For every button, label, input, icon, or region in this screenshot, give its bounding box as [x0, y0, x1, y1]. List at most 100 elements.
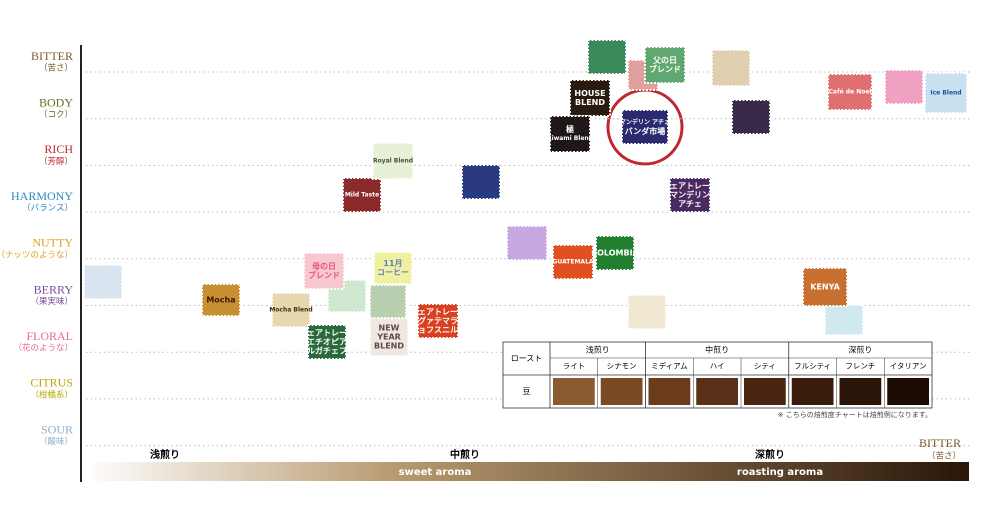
bean-photo	[553, 378, 595, 405]
stamp-text: マンデリン	[670, 190, 710, 200]
axis-label: BERRY	[34, 282, 74, 296]
roast-level: シティ	[754, 362, 776, 371]
stamp-text: KENYA	[810, 283, 840, 292]
stamp	[569, 79, 611, 117]
axis-label: SOUR	[41, 422, 73, 436]
stamp	[587, 39, 627, 75]
roast-group: 浅煎り	[586, 345, 610, 355]
axis-sublabel: （芳醇）	[39, 156, 73, 167]
stamp-text: Café de Noel	[829, 89, 872, 96]
axis-sublabel: （酸味）	[39, 436, 73, 447]
stamp	[549, 115, 591, 153]
roast-level: ライト	[563, 362, 586, 371]
roast-level: イタリアン	[890, 362, 927, 371]
stamp	[802, 267, 848, 307]
x-label: 浅煎り	[150, 448, 180, 461]
stamp-text: 母の日	[312, 262, 336, 271]
stamp-text: BLEND	[374, 342, 404, 351]
stamp-text: GUATEMALA	[552, 259, 593, 266]
stamp	[595, 235, 635, 271]
stamp	[827, 73, 873, 111]
roast-group: 深煎り	[848, 345, 872, 355]
stamp-text: マンデリン アチェ	[620, 118, 670, 126]
stamp-text: グァテマラ	[418, 316, 458, 326]
stamp	[372, 142, 414, 180]
stamp	[342, 177, 382, 213]
stamp-text: 父の日	[652, 56, 677, 65]
axis-sublabel: （ナッツのような）	[0, 249, 73, 260]
axis-sublabel: （柑橘系）	[30, 389, 73, 400]
stamp-text: Mocha	[206, 296, 235, 305]
bean-photo	[648, 378, 691, 405]
axis-sublabel: （コク）	[39, 109, 73, 120]
stamp	[924, 72, 968, 114]
stamp	[506, 225, 548, 261]
bean-photo	[600, 378, 643, 405]
axis-label: BITTER	[31, 49, 73, 63]
aroma-label: roasting aroma	[737, 467, 823, 478]
aroma-bar	[85, 462, 969, 481]
roast-level: ミディアム	[651, 361, 687, 371]
roast-level: フレンチ	[845, 362, 875, 371]
axis-label: HARMONY	[11, 189, 73, 203]
stamp-text: Mild Taste	[345, 192, 379, 199]
stamp	[373, 251, 413, 285]
stamp-text: フェアトレード	[410, 308, 466, 317]
stamp-text: イルガチェフェ	[299, 346, 355, 356]
stamp	[824, 304, 864, 336]
roast-level: ハイ	[710, 362, 725, 371]
bean-photo	[744, 378, 786, 405]
table-row-label: 豆	[523, 387, 531, 396]
stamp-text: NEW	[379, 324, 400, 333]
axis-sublabel: （苦さ）	[39, 63, 73, 74]
stamp-text: バンダ市場	[625, 126, 665, 136]
stamp-text: 極	[565, 124, 574, 134]
bean-photo	[791, 378, 834, 405]
axis-label: RICH	[44, 142, 73, 156]
bean-photo	[696, 378, 738, 405]
axis-label: NUTTY	[32, 236, 73, 250]
x-label: 深煎り	[755, 448, 785, 461]
axis-sublabel: （バランス）	[22, 203, 73, 214]
stamp-text: ブレンド	[308, 270, 340, 280]
axis-label: CITRUS	[30, 376, 73, 390]
stamp-text: 11月	[383, 259, 402, 268]
bean-photo	[887, 378, 929, 405]
axis-sublabel: （花のような）	[13, 343, 73, 354]
stamp	[201, 283, 241, 317]
stamp-text: フェアトレード	[662, 182, 718, 191]
stamp-text: アチェ	[678, 200, 702, 209]
stamp	[884, 69, 924, 105]
stamp	[369, 317, 409, 357]
axis-label: FLORAL	[26, 329, 73, 343]
stamp	[731, 99, 771, 135]
stamp-text: BLEND	[575, 98, 605, 107]
table-header: ロースト	[511, 354, 543, 363]
axis-label: BODY	[39, 95, 73, 109]
stamp-text: Royal Blend	[373, 158, 413, 165]
stamp-text: コーヒー	[377, 268, 409, 277]
stamp	[83, 264, 123, 300]
stamp	[307, 324, 347, 360]
stamp	[271, 292, 311, 328]
stamp-text: ブレンド	[649, 64, 681, 74]
stamp	[669, 177, 711, 213]
axis-sublabel: （果実味）	[30, 296, 73, 307]
table-note: ※ こちらの焙煎度チャートは焙煎例になります。	[778, 410, 932, 419]
roast-level: フルシティ	[794, 362, 831, 371]
stamp-text: YEAR	[376, 333, 401, 342]
stamp	[627, 294, 667, 330]
x-end-sublabel: （苦さ）	[927, 451, 961, 462]
roast-level: シナモン	[607, 362, 637, 371]
stamp-text: エチオピア	[307, 337, 347, 347]
stamp-text: Kiwami Blend	[547, 135, 593, 142]
roast-group: 中煎り	[705, 345, 729, 355]
aroma-label: sweet aroma	[399, 467, 472, 478]
stamp	[621, 109, 669, 145]
stamp	[369, 284, 407, 320]
stamp	[303, 252, 345, 290]
stamp-text: Mocha Blend	[269, 307, 312, 314]
stamp-text: Ice Blend	[930, 90, 961, 97]
stamp-text: COLOMBIA	[591, 249, 639, 258]
